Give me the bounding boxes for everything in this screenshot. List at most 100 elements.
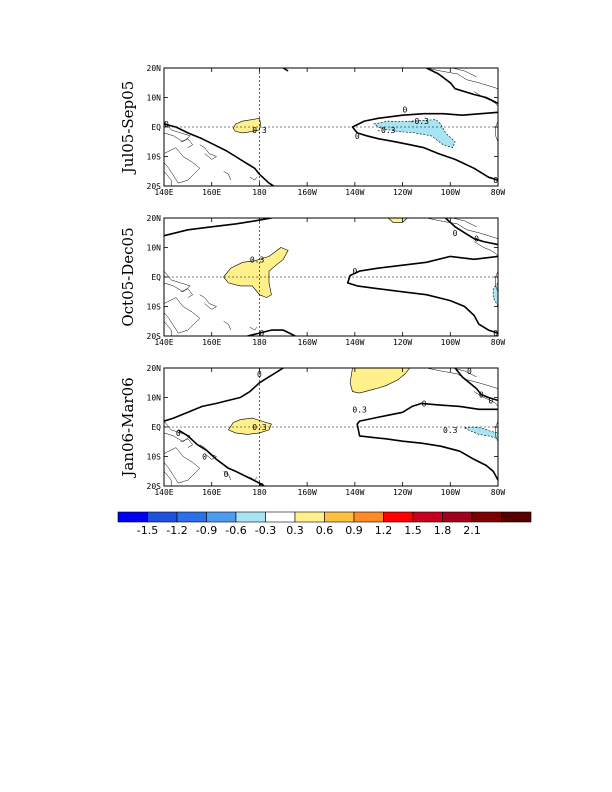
x-tick-label: 160W [298,338,317,347]
positive-anomaly-region-1 [223,247,289,298]
colorbar-swatch [471,511,502,523]
panel-title: Oct05-Dec05 [119,227,137,326]
colorbar-label: -0.9 [196,524,217,537]
positive-anomaly-region-1 [232,117,261,134]
x-tick-label: 100W [441,188,460,197]
contour-label: 0 [493,176,498,185]
zero-contour-1 [164,218,272,237]
colorbar-label: 1.2 [375,524,393,537]
contour-label: 0 [355,132,360,141]
negative-anomaly-region-1 [463,426,498,440]
x-tick-label: 140W [345,338,364,347]
x-tick-label: 180 [252,188,267,197]
contour-label: 0 [493,329,498,338]
y-tick-label: 20N [147,214,162,223]
x-tick-label: 140E [154,488,173,497]
coastline-11 [495,121,498,142]
colorbar-swatch [117,511,148,523]
contour-label: 0.3 [252,126,267,135]
y-tick-label: 10S [147,453,162,462]
colorbar-label: -1.5 [137,524,158,537]
colorbar-swatch [383,511,414,523]
colorbar-swatch [176,511,207,523]
zero-contour-3 [356,402,498,481]
contour-label: 0 [488,396,493,405]
coastline-1 [164,147,201,184]
coastline-10 [473,91,498,107]
map-panel-2: 0.3 0 0 0 0 0 140E 160E 180 160W 140W 120W 100W 80W 20… [119,214,505,347]
zero-contour-4 [247,329,296,336]
x-tick-label: 140W [345,488,364,497]
panel-body: 0.3 0 0 0 0 0 [164,218,498,338]
x-tick-label: 140E [154,338,173,347]
y-tick-label: 20S [147,332,162,341]
coastline-8 [426,368,498,389]
coastline-4 [180,138,193,148]
coastline-8 [426,68,498,89]
colorbar-swatch [324,511,355,523]
contour-label: 0 [164,120,169,129]
y-tick-label: 20N [147,364,162,373]
contour-label: 0 [259,482,264,491]
contour-label: 0 [474,235,479,244]
x-tick-label: 160E [202,188,221,197]
coastline-3 [164,420,191,443]
colorbar-swatch [353,511,384,523]
coastline-5 [199,294,218,310]
contour-label: 0.3 [250,255,265,264]
coastline-7 [249,176,258,181]
colorbar-label: -0.6 [225,524,246,537]
contour-label: -0.3 [376,126,395,135]
coastline-8 [426,218,498,239]
coastline-4 [180,438,193,448]
y-tick-label: 10N [147,244,162,253]
colorbar-label: -1.2 [166,524,187,537]
x-tick-label: 120W [393,338,412,347]
contour-label: 0 [403,105,408,114]
colorbar-label: 0.6 [316,524,334,537]
negative-anomaly-region-1 [373,119,456,149]
y-tick-label: 10N [147,394,162,403]
panel-body: 0.300-0.3-0.300 [164,68,498,186]
coastline-1 [164,447,201,484]
x-tick-label: 160W [298,488,317,497]
x-tick-label: 80W [491,488,506,497]
colorbar-swatch [412,511,443,523]
contour-label: 0 [422,399,427,408]
y-tick-label: 10S [147,303,162,312]
coastline-11 [495,271,498,292]
contour-label: 0 [257,370,262,379]
zero-contour-4 [351,111,498,181]
x-tick-label: 80W [491,188,506,197]
y-tick-label: 20S [147,482,162,491]
positive-anomaly-region-2 [349,368,411,394]
contour-label: 0 [467,367,472,376]
contour-label: 0 [352,267,357,276]
x-tick-label: 160E [202,338,221,347]
x-tick-label: 120W [393,188,412,197]
coastline-2 [164,171,172,186]
zero-contour-1 [164,368,284,422]
colorbar-swatch [501,511,532,523]
colorbar-swatch [206,511,237,523]
coastline-2 [164,321,172,336]
coastline-6 [223,471,232,481]
coastline-5 [199,144,218,160]
coastline-9 [452,68,477,78]
zero-contour-2 [454,368,498,402]
panel-title: Jul05-Sep05 [119,81,137,175]
contour-label: 0 [453,229,458,238]
contour-label: 0 [202,453,207,462]
colorbar-label: 2.1 [463,524,481,537]
zero-contour-4 [177,429,265,486]
colorbar: -1.5 -1.2 -0.9 -0.6 -0.3 0.3 0.6 0.9 1.2 1.5 1.8 2.… [117,511,532,537]
colorbar-label: 0.3 [286,524,304,537]
contour-label: 0 [224,470,229,479]
colorbar-swatch [442,511,473,523]
contour-label: 0 [479,391,484,400]
